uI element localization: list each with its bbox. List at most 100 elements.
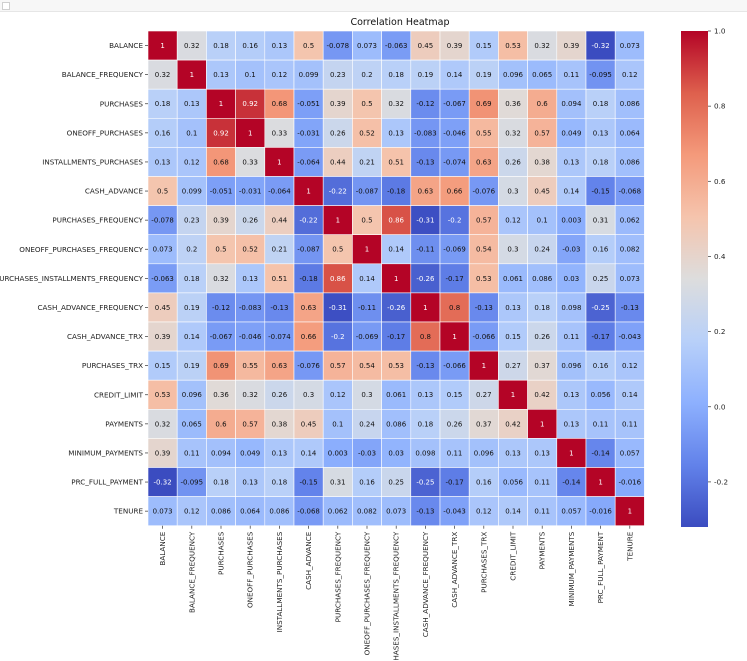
heatmap-cell-prc-full-payment-x-installments-purchases bbox=[264, 467, 295, 497]
heatmap-cell-value: 0.66 bbox=[301, 333, 317, 341]
heatmap-cell-value: 0.056 bbox=[503, 478, 524, 486]
heatmap-cell-value: 0.68 bbox=[213, 158, 229, 166]
heatmap-cell-purchases-trx-x-purchases bbox=[206, 350, 236, 381]
heatmap-cell-purchases-trx-x-oneoff-purchases bbox=[235, 350, 266, 381]
heatmap-cell-installments-purchases-x-tenure bbox=[614, 147, 645, 177]
heatmap-cell-value: 0.2 bbox=[361, 71, 372, 79]
heatmap-cell-value: 0.073 bbox=[386, 508, 406, 516]
heatmap-cell-value: 0.073 bbox=[153, 246, 173, 254]
heatmap-cell-value: -0.064 bbox=[268, 187, 291, 195]
heatmap-cell-value: 0.082 bbox=[357, 508, 377, 516]
heatmap-cell-value: 0.16 bbox=[593, 362, 609, 370]
heatmap-cell-value: 1 bbox=[160, 42, 164, 50]
heatmap-cell-value: -0.078 bbox=[327, 42, 350, 50]
heatmap-cell-value: 0.68 bbox=[272, 100, 288, 108]
heatmap-cell-value: 0.24 bbox=[534, 246, 550, 254]
heatmap-cell-value: 0.27 bbox=[505, 362, 521, 370]
heatmap-cell-value: 0.18 bbox=[388, 71, 404, 79]
heatmap-cell-purchases-installments-frequency-x-cash-advance-frequency bbox=[410, 263, 441, 294]
heatmap-cell-balance-x-balance bbox=[147, 30, 178, 61]
heatmap-cell-value: 1 bbox=[628, 508, 632, 516]
heatmap-cell-value: 0.63 bbox=[272, 362, 288, 370]
heatmap-cell-purchases-frequency-x-tenure bbox=[614, 205, 645, 236]
heatmap-cell-value: 0.57 bbox=[534, 129, 550, 137]
heatmap-cell-purchases-x-cash-advance-frequency bbox=[410, 88, 441, 119]
heatmap-cell-value: 1 bbox=[277, 158, 281, 166]
heatmap-cell-value: 0.061 bbox=[503, 275, 523, 283]
heatmap-cell-value: -0.063 bbox=[385, 42, 408, 50]
heatmap-cell-prc-full-payment-x-balance-frequency bbox=[176, 467, 207, 497]
heatmap-cell-value: 0.15 bbox=[155, 362, 171, 370]
heatmap-cell-value: -0.069 bbox=[443, 246, 466, 254]
heatmap-cell-tenure-x-purchases-trx bbox=[468, 496, 499, 527]
heatmap-cell-value: 0.057 bbox=[620, 449, 640, 457]
heatmap-cell-purchases-trx-x-cash-advance bbox=[293, 350, 324, 381]
heatmap-cell-tenure-x-tenure bbox=[614, 496, 645, 527]
heatmap-cell-value: 0.21 bbox=[359, 158, 375, 166]
heatmap-cell-value: 1 bbox=[511, 391, 515, 399]
y-tick-label-payments: PAYMENTS bbox=[105, 419, 143, 428]
heatmap-cell-value: 1 bbox=[423, 304, 427, 312]
heatmap-cell-value: 0.18 bbox=[213, 42, 229, 50]
heatmap-cell-value: -0.12 bbox=[212, 304, 230, 312]
heatmap-cell-oneoff-purchases-frequency-x-cash-advance-frequency bbox=[410, 234, 441, 265]
heatmap-cell-prc-full-payment-x-cash-advance-frequency bbox=[410, 467, 441, 497]
heatmap-cell-purchases-x-payments bbox=[527, 88, 558, 119]
heatmap-cell-value: -0.066 bbox=[443, 362, 466, 370]
heatmap-cell-credit-limit-x-payments bbox=[527, 379, 558, 410]
heatmap-cell-purchases-x-minimum-payments bbox=[556, 88, 587, 119]
heatmap-cell-oneoff-purchases-x-oneoff-purchases-frequency bbox=[352, 118, 382, 148]
heatmap-cell-balance-frequency-x-purchases-frequency bbox=[322, 59, 353, 90]
heatmap-cell-purchases-trx-x-purchases-trx bbox=[468, 350, 499, 381]
heatmap-cell-value: 0.32 bbox=[184, 42, 200, 50]
heatmap-cell-value: 0.12 bbox=[476, 508, 492, 516]
heatmap-cell-value: 0.12 bbox=[622, 71, 638, 79]
heatmap-cell-value: 0.064 bbox=[620, 129, 641, 137]
heatmap-cell-value: 0.11 bbox=[534, 508, 550, 516]
heatmap-cell-value: 0.14 bbox=[359, 275, 375, 283]
heatmap-cell-purchases-frequency-x-cash-advance bbox=[293, 205, 324, 236]
heatmap-cell-value: -0.14 bbox=[562, 478, 581, 486]
heatmap-cell-value: 0.099 bbox=[299, 71, 319, 79]
heatmap-cell-cash-advance-trx-x-minimum-payments bbox=[556, 321, 587, 352]
heatmap-cell-purchases-trx-x-prc-full-payment bbox=[585, 350, 616, 381]
heatmap-cell-payments-x-tenure bbox=[614, 408, 645, 439]
heatmap-cell-value: 0.39 bbox=[213, 217, 229, 225]
heatmap-cell-minimum-payments-x-cash-advance-frequency bbox=[410, 438, 441, 468]
heatmap-cell-value: 0.26 bbox=[330, 129, 346, 137]
heatmap-cell-oneoff-purchases-frequency-x-purchases-frequency bbox=[322, 234, 353, 265]
heatmap-cell-tenure-x-cash-advance-trx bbox=[439, 496, 470, 527]
heatmap-cell-value: 0.086 bbox=[211, 508, 232, 516]
x-tick-label-oneoff-purchases-frequency: ONEOFF_PURCHASES_FREQUENCY bbox=[363, 531, 372, 655]
window-top-strip bbox=[0, 0, 747, 12]
heatmap-cell-balance-x-balance-frequency bbox=[176, 30, 207, 61]
heatmap-cell-value: 0.098 bbox=[561, 304, 581, 312]
heatmap-cell-value: -0.069 bbox=[356, 333, 379, 341]
heatmap-cell-balance-frequency-x-purchases bbox=[206, 59, 236, 90]
heatmap-cell-cash-advance-x-prc-full-payment bbox=[585, 176, 616, 206]
heatmap-cell-value: 0.03 bbox=[564, 275, 580, 283]
heatmap-cell-value: 0.33 bbox=[272, 129, 288, 137]
heatmap-cell-value: 0.13 bbox=[242, 478, 258, 486]
heatmap-cell-value: 0.19 bbox=[476, 71, 492, 79]
heatmap-cell-value: 1 bbox=[569, 449, 573, 457]
heatmap-cell-tenure-x-prc-full-payment bbox=[585, 496, 616, 527]
y-tick-label-purchases-frequency: PURCHASES_FREQUENCY bbox=[52, 216, 143, 225]
heatmap-cell-purchases-trx-x-balance-frequency bbox=[176, 350, 207, 381]
heatmap-cell-value: 0.32 bbox=[242, 391, 258, 399]
heatmap-cell-oneoff-purchases-x-purchases bbox=[206, 118, 236, 148]
heatmap-cell-value: 0.26 bbox=[272, 391, 288, 399]
heatmap-cell-value: 1 bbox=[248, 129, 252, 137]
heatmap-cell-installments-purchases-x-cash-advance-frequency bbox=[410, 147, 441, 177]
heatmap-cell-value: 0.3 bbox=[507, 187, 518, 195]
heatmap-cell-value: -0.13 bbox=[270, 304, 288, 312]
x-tick-label-cash-advance-frequency: CASH_ADVANCE_FREQUENCY bbox=[421, 531, 430, 637]
heatmap-cell-value: 0.69 bbox=[213, 362, 229, 370]
heatmap-cell-value: 0.54 bbox=[476, 246, 492, 254]
heatmap-cell-value: 0.18 bbox=[272, 478, 288, 486]
heatmap-cell-value: 0.094 bbox=[211, 449, 232, 457]
heatmap-cell-installments-purchases-x-payments bbox=[527, 147, 558, 177]
heatmap-cell-value: -0.17 bbox=[446, 275, 464, 283]
heatmap-cell-oneoff-purchases-x-purchases-frequency bbox=[322, 118, 353, 148]
